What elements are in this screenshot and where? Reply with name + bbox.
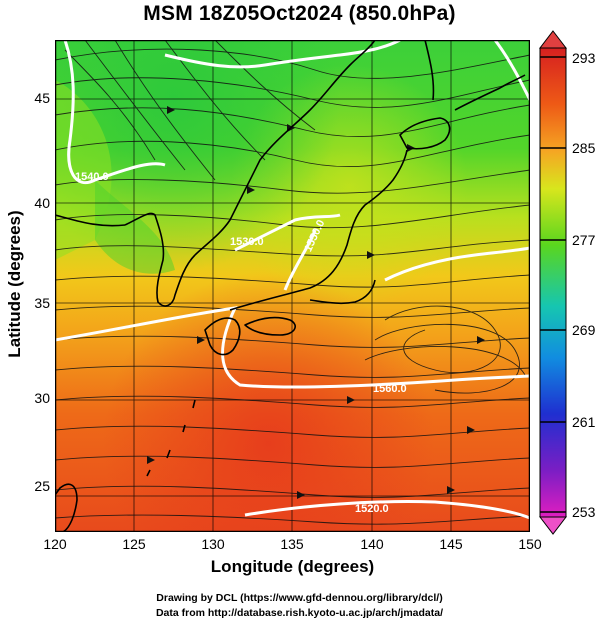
y-tick-30: 30 <box>34 390 50 406</box>
x-tick-120: 120 <box>43 536 67 552</box>
x-tick-145: 145 <box>439 536 463 552</box>
colorbar-label-261: 261 <box>572 414 596 430</box>
credit-drawing: Drawing by DCL (https://www.gfd-dennou.o… <box>156 592 443 604</box>
y-tick-35: 35 <box>34 295 50 311</box>
colorbar-label-285: 285 <box>572 140 596 156</box>
x-axis-label: Longitude (degrees) <box>210 557 375 576</box>
x-tick-135: 135 <box>280 536 304 552</box>
map-title: MSM 18Z05Oct2024 (850.0hPa) <box>143 2 456 25</box>
contour-label-1560: 1560.0 <box>373 383 407 395</box>
y-tick-45: 45 <box>34 90 50 106</box>
colorbar-label-293: 293 <box>572 50 596 66</box>
contour-label-1540: 1540.0 <box>75 171 109 183</box>
x-tick-130: 130 <box>201 536 225 552</box>
credit-data-source: Data from http://database.rish.kyoto-u.a… <box>155 607 444 619</box>
contour-labels: 1560.0 1550.0 1540.0 1530.0 1520.0 <box>75 171 407 515</box>
y-axis-label: Latitude (degrees) <box>5 210 24 358</box>
x-tick-125: 125 <box>122 536 146 552</box>
x-tick-140: 140 <box>360 536 384 552</box>
temperature-map-panel: 1560.0 1550.0 1540.0 1530.0 1520.0 <box>55 40 530 532</box>
height-contours <box>55 40 530 520</box>
coastlines <box>55 40 526 532</box>
contour-label-1530: 1530.0 <box>230 236 264 248</box>
y-tick-25: 25 <box>34 478 50 494</box>
colorbar-label-269: 269 <box>572 322 596 338</box>
y-tick-40: 40 <box>34 195 50 211</box>
x-tick-150: 150 <box>518 536 542 552</box>
graticule <box>55 40 530 532</box>
colorbar-label-277: 277 <box>572 232 596 248</box>
temperature-colorbar <box>538 30 568 535</box>
contour-label-1520: 1520.0 <box>355 503 389 515</box>
colorbar-label-253: 253 <box>572 504 596 520</box>
